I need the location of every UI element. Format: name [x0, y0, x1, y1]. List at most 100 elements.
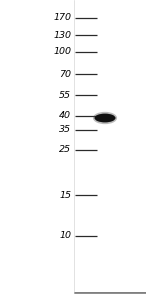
- Bar: [74, 293, 146, 294]
- Bar: [74, 292, 146, 293]
- Bar: [74, 293, 146, 294]
- Text: 15: 15: [59, 191, 71, 200]
- Bar: [74, 292, 146, 293]
- Bar: [74, 292, 146, 293]
- Bar: [74, 293, 146, 294]
- Bar: [74, 292, 146, 293]
- Bar: [0, 0, 74, 294]
- Bar: [74, 293, 146, 294]
- Bar: [74, 292, 146, 293]
- Bar: [74, 293, 146, 294]
- Bar: [74, 293, 146, 294]
- Bar: [74, 293, 146, 294]
- Text: 40: 40: [59, 111, 71, 121]
- Bar: [74, 292, 146, 293]
- Bar: [74, 292, 146, 293]
- Bar: [74, 293, 146, 294]
- Bar: [74, 292, 146, 293]
- Bar: [74, 293, 146, 294]
- Bar: [74, 293, 146, 294]
- Bar: [74, 292, 146, 293]
- Bar: [74, 293, 146, 294]
- Bar: [74, 293, 146, 294]
- Bar: [74, 293, 146, 294]
- Bar: [74, 292, 146, 293]
- Bar: [74, 293, 146, 294]
- Ellipse shape: [93, 112, 117, 124]
- Bar: [74, 292, 146, 293]
- Bar: [74, 293, 146, 294]
- Bar: [74, 292, 146, 293]
- Bar: [74, 293, 146, 294]
- Bar: [74, 293, 146, 294]
- Bar: [74, 293, 146, 294]
- Bar: [74, 293, 146, 294]
- Bar: [74, 292, 146, 293]
- Bar: [74, 293, 146, 294]
- Ellipse shape: [94, 113, 116, 122]
- Bar: [74, 293, 146, 294]
- Bar: [74, 292, 146, 293]
- Bar: [74, 292, 146, 293]
- Bar: [74, 293, 146, 294]
- Bar: [74, 292, 146, 293]
- Bar: [74, 293, 146, 294]
- Bar: [74, 292, 146, 293]
- Bar: [74, 292, 146, 293]
- Bar: [74, 292, 146, 293]
- Bar: [74, 292, 146, 293]
- Bar: [74, 293, 146, 294]
- Text: 55: 55: [59, 91, 71, 99]
- Bar: [74, 293, 146, 294]
- Bar: [74, 293, 146, 294]
- Bar: [74, 293, 146, 294]
- Bar: [74, 292, 146, 293]
- Bar: [74, 293, 146, 294]
- Bar: [74, 293, 146, 294]
- Bar: [74, 293, 146, 294]
- Bar: [74, 293, 146, 294]
- Text: 130: 130: [53, 31, 71, 39]
- Bar: [74, 293, 146, 294]
- Bar: [74, 293, 146, 294]
- Bar: [74, 293, 146, 294]
- Bar: [74, 292, 146, 293]
- Bar: [74, 292, 146, 293]
- Bar: [74, 293, 146, 294]
- Bar: [74, 292, 146, 293]
- Bar: [74, 293, 146, 294]
- Bar: [74, 292, 146, 293]
- Bar: [74, 293, 146, 294]
- Bar: [74, 292, 146, 293]
- Bar: [74, 293, 146, 294]
- Bar: [74, 293, 146, 294]
- Bar: [74, 292, 146, 293]
- Bar: [74, 293, 146, 294]
- Bar: [74, 293, 146, 294]
- Bar: [74, 293, 146, 294]
- Bar: [74, 293, 146, 294]
- Bar: [74, 293, 146, 294]
- Bar: [74, 293, 146, 294]
- Bar: [74, 293, 146, 294]
- Bar: [74, 293, 146, 294]
- Bar: [74, 292, 146, 293]
- Bar: [74, 293, 146, 294]
- Bar: [74, 293, 146, 294]
- Bar: [74, 292, 146, 293]
- Bar: [74, 293, 146, 294]
- Bar: [74, 292, 146, 293]
- Bar: [74, 292, 146, 293]
- Bar: [74, 293, 146, 294]
- Bar: [74, 292, 146, 293]
- Bar: [74, 292, 146, 293]
- Bar: [74, 292, 146, 293]
- Bar: [74, 293, 146, 294]
- Bar: [74, 293, 146, 294]
- Text: 100: 100: [53, 48, 71, 56]
- Bar: [74, 292, 146, 293]
- Bar: [74, 293, 146, 294]
- Bar: [74, 292, 146, 293]
- Text: 25: 25: [59, 146, 71, 155]
- Bar: [74, 293, 146, 294]
